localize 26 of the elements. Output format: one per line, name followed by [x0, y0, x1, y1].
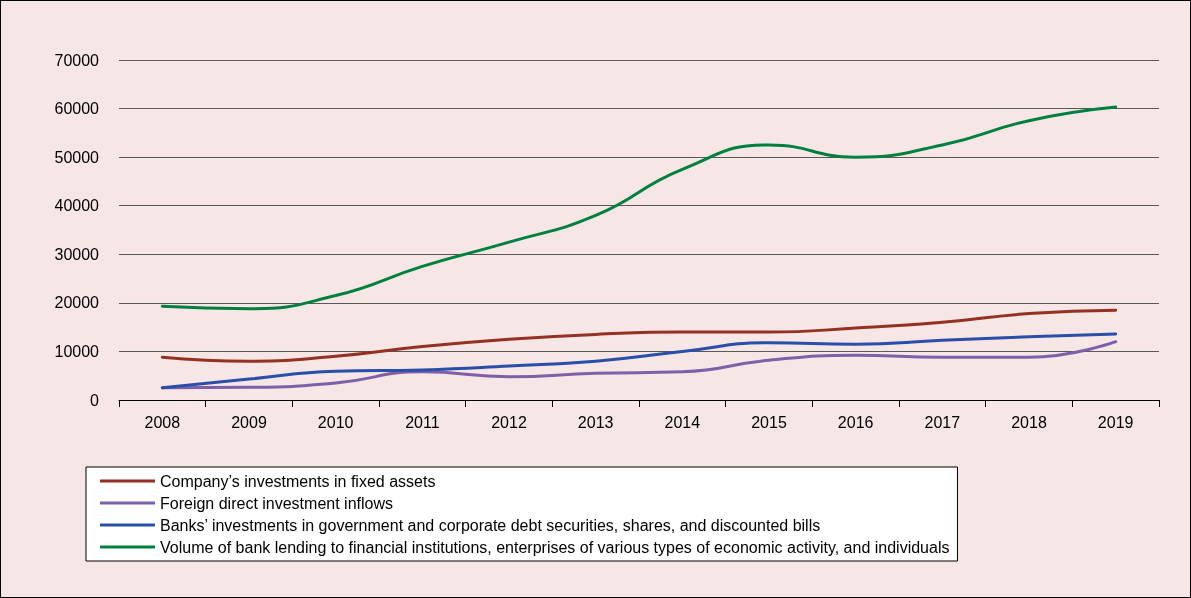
y-tick-label: 20000	[54, 294, 100, 312]
x-tick-label: 2008	[144, 413, 181, 431]
x-tick-label: 2011	[405, 413, 440, 431]
y-tick-label: 40000	[54, 197, 100, 215]
y-tick-label: 60000	[54, 100, 100, 118]
x-tick-label: 2016	[837, 413, 874, 431]
x-tick-label: 2019	[1097, 413, 1134, 431]
x-tick-label: 2010	[317, 413, 354, 431]
line-series	[160, 105, 1118, 311]
legend-label: Company’s investments in fixed assets	[160, 472, 436, 490]
y-tick-label: 10000	[54, 342, 100, 360]
x-tick-label: 2013	[577, 413, 614, 431]
y-tick-label: 30000	[54, 245, 100, 263]
x-tick-label: 2015	[751, 413, 787, 431]
x-tick-label: 2018	[1011, 413, 1047, 431]
x-tick-label: 2012	[491, 413, 527, 431]
x-tick-label: 2014	[664, 413, 701, 431]
legend-label: Foreign direct investment inflows	[160, 494, 393, 512]
legend-label: Volume of bank lending to financial institutions, enterprises of various types of economic activity, and individuals	[160, 538, 950, 556]
line-series	[160, 308, 1118, 363]
y-tick-label: 70000	[54, 51, 100, 69]
legend-label: Banks’ investments in government and corporate debt securities, shares, and discounted bills	[160, 516, 821, 534]
x-tick-label: 2017	[924, 413, 961, 431]
x-tick-label: 2009	[231, 413, 267, 431]
y-tick-label: 0	[90, 391, 100, 409]
y-tick-label: 50000	[54, 148, 100, 166]
